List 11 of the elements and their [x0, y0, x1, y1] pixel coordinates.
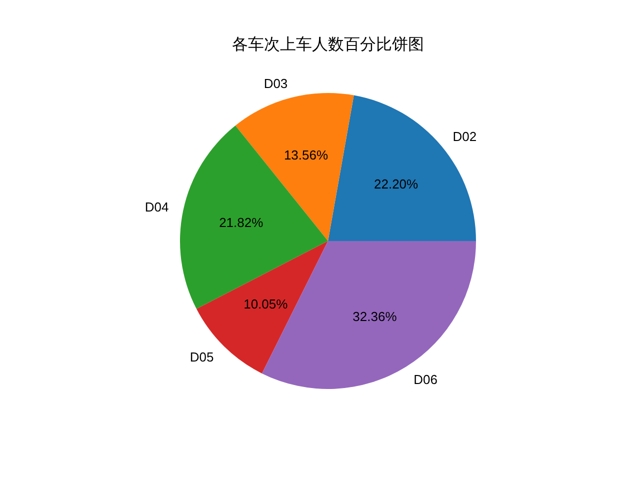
data-label: 13.56%	[284, 147, 328, 162]
slice-label: D02	[452, 128, 477, 144]
data-label: 21.82%	[219, 215, 264, 230]
data-label: 22.20%	[374, 176, 419, 192]
chart-title: 各车次上车人数百分比饼图	[232, 36, 424, 54]
slice-label: D03	[264, 76, 288, 91]
data-label: 32.36%	[352, 309, 398, 324]
data-label: 10.05%	[244, 296, 288, 312]
slice-label: D06	[414, 372, 438, 387]
slice-label: D04	[144, 200, 169, 215]
slice-label: D05	[190, 349, 214, 364]
